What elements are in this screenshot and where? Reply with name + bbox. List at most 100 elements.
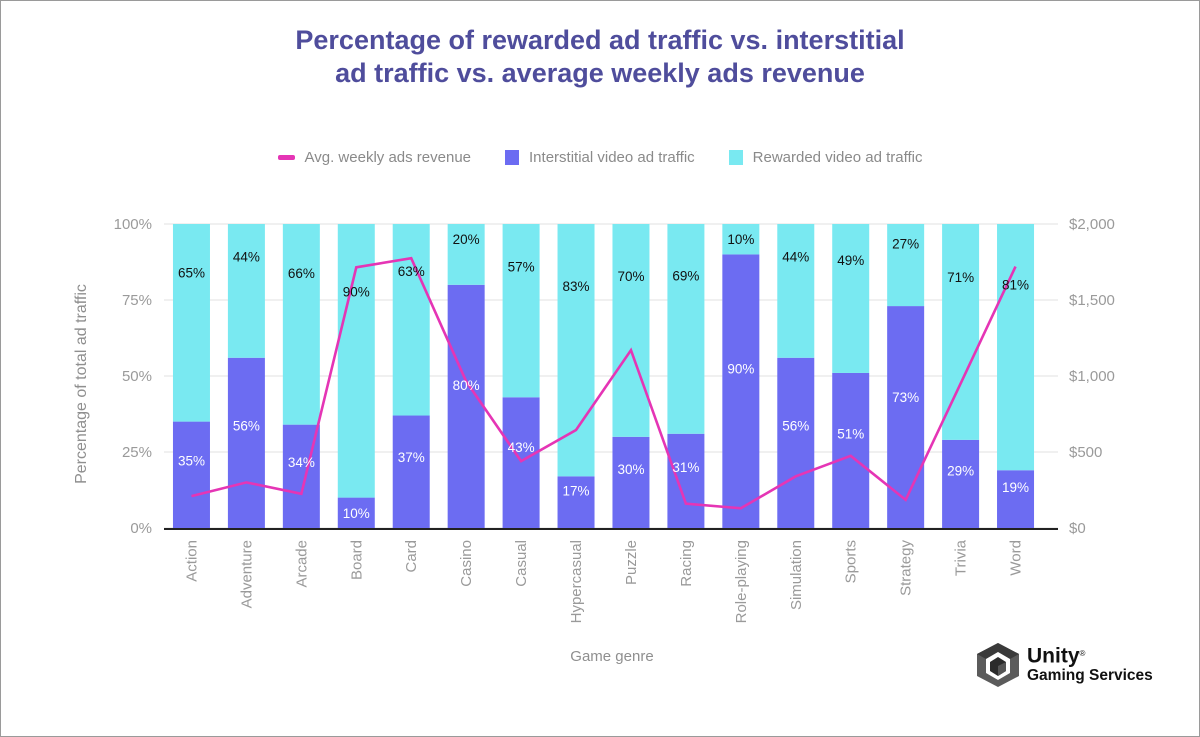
- bar-labels: 35% 65% 56% 44% 34% 66% 10% 90% 37% 63% 80% 20% 43% 5…: [178, 232, 1029, 521]
- category-label: Casual: [513, 540, 530, 587]
- bar-label-interstitial: 17%: [563, 484, 590, 499]
- bar-label-interstitial: 73%: [892, 390, 919, 405]
- bar-rewarded: [447, 224, 485, 285]
- category-label: Puzzle: [623, 540, 640, 585]
- chart-legend: Avg. weekly ads revenue Interstitial vid…: [0, 149, 1200, 166]
- bar-interstitial: [612, 436, 650, 528]
- category-label: Board: [348, 540, 365, 580]
- legend-label-interstitial: Interstitial video ad traffic: [529, 149, 695, 166]
- chart-title-line-2: ad traffic vs. average weekly ads revenu…: [335, 58, 865, 88]
- chart-title-line-1: Percentage of rewarded ad traffic vs. in…: [295, 25, 905, 55]
- bar-label-rewarded: 71%: [947, 270, 974, 285]
- bar-interstitial: [227, 357, 265, 528]
- legend-label-revenue: Avg. weekly ads revenue: [304, 149, 472, 166]
- bar-label-rewarded: 83%: [563, 279, 590, 294]
- legend-swatch-revenue: [277, 155, 295, 160]
- category-label: Simulation: [788, 540, 805, 610]
- legend-swatch-rewarded: [728, 150, 743, 165]
- bar-rewarded: [227, 224, 265, 358]
- y2-axis-ticks: $0 $500 $1,000 $1,500 $2,000: [1069, 216, 1115, 537]
- bar-interstitial: [942, 439, 980, 528]
- bar-interstitial: [777, 357, 815, 528]
- bar-label-rewarded: 20%: [453, 232, 480, 247]
- category-label: Word: [1008, 540, 1025, 576]
- bar-rewarded: [942, 224, 980, 440]
- bar-interstitial: [392, 415, 430, 528]
- bar-label-rewarded: 69%: [672, 268, 699, 283]
- bar-label-interstitial: 56%: [233, 418, 260, 433]
- bar-label-rewarded: 90%: [343, 284, 370, 299]
- bar-rewarded: [832, 224, 870, 373]
- legend-swatch-interstitial: [505, 150, 520, 165]
- category-label: Hypercasual: [568, 540, 585, 623]
- bar-interstitial: [667, 433, 705, 528]
- category-label: Trivia: [953, 539, 970, 576]
- revenue-line: [191, 256, 1017, 510]
- category-label: Arcade: [293, 540, 310, 588]
- bar-label-rewarded: 10%: [727, 232, 754, 247]
- unity-cube-icon: [977, 643, 1019, 687]
- bar-interstitial: [172, 421, 210, 528]
- bar-rewarded: [172, 224, 210, 422]
- category-labels: Action Adventure Arcade Board Card Casino Casu…: [183, 539, 1024, 623]
- bar-rewarded: [612, 224, 650, 437]
- bar-label-rewarded: 57%: [508, 259, 535, 274]
- bar-label-rewarded: 49%: [837, 253, 864, 268]
- category-label: Racing: [678, 540, 695, 587]
- category-label: Adventure: [238, 540, 255, 608]
- bar-label-interstitial: 56%: [782, 418, 809, 433]
- x-axis-title: Game genre: [570, 648, 653, 665]
- y2-tick-label: $500: [1069, 444, 1102, 461]
- bar-interstitial: [832, 372, 870, 528]
- category-label: Role-playing: [733, 540, 750, 623]
- y-tick-label: 25%: [122, 444, 152, 461]
- chart-title: Percentage of rewarded ad traffic vs. in…: [0, 24, 1200, 90]
- category-label: Card: [403, 540, 420, 573]
- category-label: Action: [183, 540, 200, 582]
- y2-tick-label: $1,000: [1069, 368, 1115, 385]
- category-label: Strategy: [898, 540, 915, 596]
- bar-interstitial: [997, 470, 1035, 528]
- bar-label-rewarded: 27%: [892, 237, 919, 252]
- y-axis-title: Percentage of total ad traffic: [73, 284, 90, 484]
- bar-rewarded: [887, 224, 925, 307]
- revenue-line-group: [191, 256, 1017, 510]
- bar-rewarded: [777, 224, 815, 358]
- bar-label-rewarded: 81%: [1002, 278, 1029, 293]
- bar-interstitial: [887, 306, 925, 528]
- category-label: Casino: [458, 540, 475, 587]
- bar-label-interstitial: 43%: [508, 440, 535, 455]
- bar-rewarded: [997, 224, 1035, 471]
- bar-rewarded: [392, 224, 430, 416]
- bar-label-interstitial: 30%: [617, 462, 644, 477]
- bar-label-rewarded: 44%: [782, 249, 809, 264]
- bar-rewarded: [722, 224, 760, 255]
- bar-rewarded: [557, 224, 595, 477]
- bar-label-interstitial: 51%: [837, 427, 864, 442]
- legend-item-revenue: Avg. weekly ads revenue: [277, 149, 472, 166]
- bar-label-interstitial: 19%: [1002, 480, 1029, 495]
- bar-interstitial: [447, 284, 485, 528]
- bar-rewarded: [282, 224, 320, 425]
- legend-item-rewarded: Rewarded video ad traffic: [728, 149, 922, 166]
- logo-brand: Unity: [1027, 644, 1080, 668]
- bar-label-interstitial: 31%: [672, 460, 699, 475]
- unity-logo: Unity® Gaming Services: [976, 642, 1153, 688]
- y-tick-label: 0%: [130, 520, 152, 537]
- logo-subtitle: Gaming Services: [1027, 667, 1153, 685]
- bar-label-interstitial: 34%: [288, 455, 315, 470]
- y-tick-label: 50%: [122, 368, 152, 385]
- y-tick-label: 75%: [122, 292, 152, 309]
- bar-interstitial: [557, 476, 595, 528]
- bar-label-interstitial: 80%: [453, 378, 480, 393]
- bars: [172, 224, 1035, 528]
- bar-label-interstitial: 37%: [398, 450, 425, 465]
- bar-label-rewarded: 65%: [178, 265, 205, 280]
- y2-tick-label: $2,000: [1069, 216, 1115, 233]
- y-tick-label: 100%: [114, 216, 152, 233]
- bar-interstitial: [337, 497, 375, 528]
- bar-label-rewarded: 63%: [398, 264, 425, 279]
- logo-registered-mark: ®: [1079, 648, 1086, 658]
- y2-tick-label: $1,500: [1069, 292, 1115, 309]
